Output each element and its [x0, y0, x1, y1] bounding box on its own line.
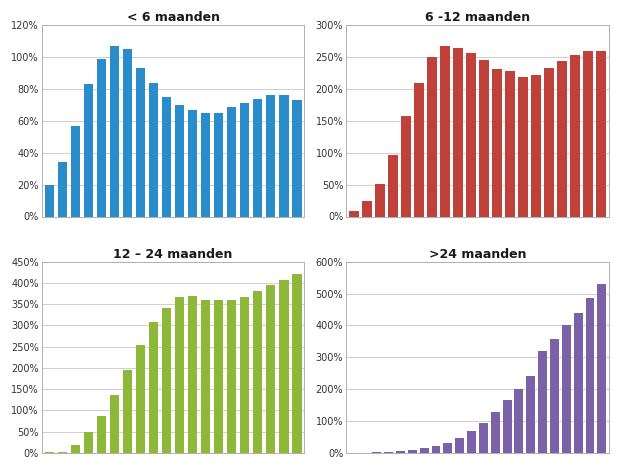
- Bar: [227, 300, 236, 453]
- Bar: [414, 83, 424, 217]
- Bar: [550, 339, 559, 453]
- Bar: [562, 325, 571, 453]
- Bar: [58, 452, 68, 453]
- Bar: [518, 77, 528, 217]
- Bar: [214, 113, 223, 217]
- Bar: [188, 296, 197, 453]
- Bar: [227, 107, 236, 217]
- Bar: [97, 416, 107, 453]
- Bar: [279, 95, 288, 217]
- Title: < 6 maanden: < 6 maanden: [126, 11, 219, 24]
- Bar: [375, 184, 385, 217]
- Bar: [84, 432, 94, 453]
- Bar: [136, 68, 146, 217]
- Bar: [384, 452, 393, 453]
- Bar: [396, 451, 405, 453]
- Bar: [266, 285, 275, 453]
- Bar: [266, 95, 275, 217]
- Bar: [453, 48, 463, 217]
- Bar: [175, 298, 184, 453]
- Bar: [71, 125, 81, 217]
- Bar: [201, 113, 210, 217]
- Bar: [388, 155, 398, 217]
- Bar: [544, 68, 554, 217]
- Bar: [596, 51, 606, 217]
- Title: 6 -12 maanden: 6 -12 maanden: [425, 11, 530, 24]
- Title: 12 – 24 maanden: 12 – 24 maanden: [113, 248, 232, 260]
- Bar: [538, 351, 547, 453]
- Bar: [491, 412, 500, 453]
- Bar: [279, 280, 288, 453]
- Bar: [175, 105, 184, 217]
- Bar: [427, 56, 437, 217]
- Bar: [188, 110, 197, 217]
- Bar: [149, 322, 158, 453]
- Bar: [149, 83, 158, 217]
- Bar: [440, 46, 450, 217]
- Bar: [585, 298, 595, 453]
- Bar: [71, 445, 81, 453]
- Bar: [136, 345, 146, 453]
- Bar: [531, 75, 541, 217]
- Bar: [162, 97, 171, 217]
- Bar: [84, 84, 94, 217]
- Bar: [362, 201, 372, 217]
- Bar: [492, 69, 502, 217]
- Bar: [420, 448, 428, 453]
- Bar: [574, 313, 583, 453]
- Bar: [479, 423, 488, 453]
- Bar: [58, 162, 68, 217]
- Bar: [583, 51, 593, 217]
- Bar: [503, 400, 512, 453]
- Bar: [349, 212, 359, 217]
- Bar: [253, 99, 262, 217]
- Bar: [570, 55, 580, 217]
- Bar: [526, 376, 535, 453]
- Bar: [505, 71, 515, 217]
- Bar: [515, 389, 523, 453]
- Bar: [214, 300, 223, 453]
- Bar: [240, 298, 249, 453]
- Bar: [408, 450, 417, 453]
- Bar: [97, 59, 107, 217]
- Bar: [201, 300, 210, 453]
- Bar: [479, 60, 489, 217]
- Bar: [162, 307, 171, 453]
- Bar: [123, 370, 133, 453]
- Bar: [443, 443, 453, 453]
- Bar: [455, 438, 464, 453]
- Bar: [110, 46, 120, 217]
- Bar: [597, 284, 606, 453]
- Bar: [240, 103, 249, 217]
- Bar: [432, 446, 440, 453]
- Bar: [292, 100, 301, 217]
- Bar: [467, 431, 476, 453]
- Bar: [253, 291, 262, 453]
- Bar: [557, 61, 567, 217]
- Bar: [401, 117, 411, 217]
- Bar: [110, 395, 120, 453]
- Title: >24 maanden: >24 maanden: [429, 248, 526, 260]
- Bar: [45, 185, 55, 217]
- Bar: [373, 452, 381, 453]
- Bar: [45, 452, 55, 453]
- Bar: [466, 53, 476, 217]
- Bar: [292, 274, 301, 453]
- Bar: [123, 49, 133, 217]
